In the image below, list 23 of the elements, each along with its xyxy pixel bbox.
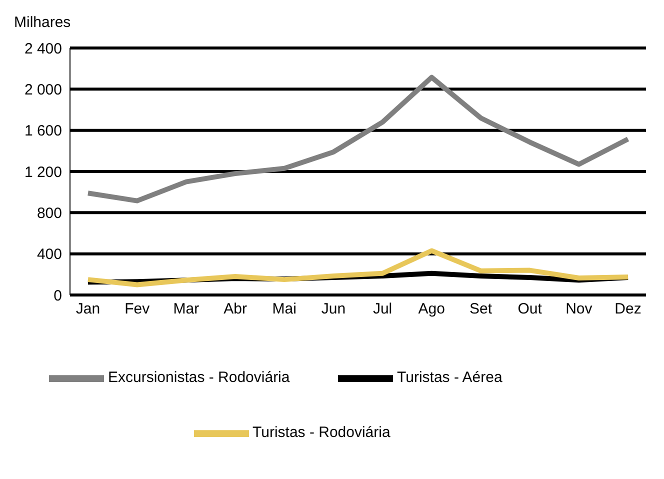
y-tick-label: 1 200 xyxy=(24,164,62,181)
x-tick-label: Dez xyxy=(614,300,642,318)
x-tick-label: Mar xyxy=(173,300,200,318)
x-tick-label: Jun xyxy=(321,300,346,318)
x-tick-label: Out xyxy=(518,300,543,318)
y-axis-title: Milhares xyxy=(14,14,71,31)
y-tick-label: 2 000 xyxy=(24,81,62,98)
x-tick-label: Ago xyxy=(418,300,445,318)
y-tick-label: 400 xyxy=(36,246,62,264)
x-tick-label: Abr xyxy=(224,300,247,318)
x-tick-label: Mai xyxy=(272,300,296,318)
x-tick-label: Nov xyxy=(566,300,593,318)
y-tick-label: 0 xyxy=(54,287,62,304)
legend-label: Turistas - Rodoviária xyxy=(252,424,392,442)
x-tick-label: Fev xyxy=(124,300,150,318)
x-tick-label: Jul xyxy=(372,300,392,318)
y-tick-label: 2 400 xyxy=(24,40,62,58)
legend-label: Turistas - Aérea xyxy=(397,369,504,386)
legend-label: Excursionistas - Rodoviária xyxy=(108,369,291,386)
x-tick-label: Jan xyxy=(76,300,100,318)
y-tick-label: 800 xyxy=(36,204,62,222)
x-tick-label: Set xyxy=(469,300,493,318)
y-tick-label: 1 600 xyxy=(24,122,62,140)
